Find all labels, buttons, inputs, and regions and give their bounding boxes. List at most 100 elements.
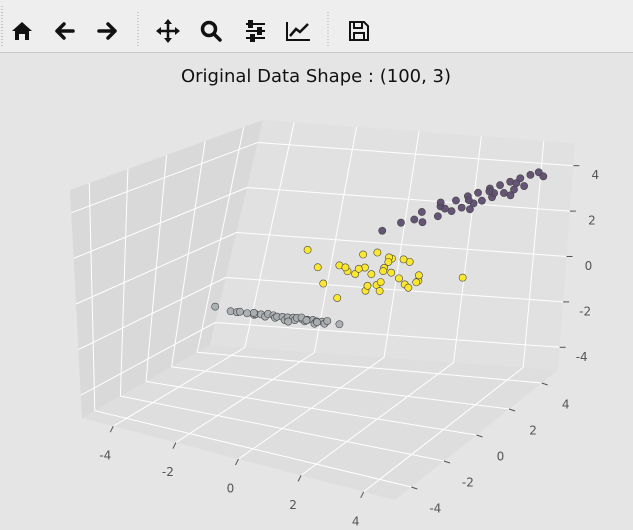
ticks: -4 -2 0 2 4 -4 -2 0 2 4 -4 -2 0 2 4 — [99, 165, 599, 528]
x-tick-label: 0 — [227, 482, 235, 496]
y-tick — [541, 382, 548, 386]
data-point — [464, 196, 473, 205]
data-point — [485, 187, 494, 196]
data-point — [323, 317, 332, 325]
points — [211, 168, 548, 329]
data-point — [379, 267, 388, 275]
configure-button[interactable] — [246, 20, 265, 42]
z-tick-label: 0 — [585, 259, 593, 273]
y-tick-label: 2 — [529, 424, 537, 438]
data-point — [354, 264, 363, 273]
data-point — [512, 179, 521, 188]
z-tick-label: 4 — [591, 168, 599, 182]
x-tick-label: 4 — [352, 514, 360, 528]
data-point — [404, 283, 413, 292]
data-point — [474, 188, 482, 197]
grid-line — [257, 142, 574, 167]
x-tick-label: -2 — [162, 465, 174, 479]
y-tick-label: 0 — [497, 450, 505, 464]
data-point — [397, 218, 405, 227]
grid-line — [225, 277, 564, 303]
grid-line — [75, 232, 237, 305]
grid — [71, 122, 574, 493]
data-point — [457, 203, 466, 212]
data-point — [520, 182, 529, 190]
data-point — [375, 287, 384, 295]
data-point — [243, 309, 252, 318]
grid-line — [247, 187, 570, 212]
data-point — [384, 258, 393, 266]
data-point — [436, 198, 445, 207]
grid-line — [171, 366, 510, 410]
back-pane — [210, 120, 575, 370]
toolbar — [0, 0, 633, 53]
data-point — [341, 263, 350, 272]
data-point — [302, 316, 311, 325]
x-tick-label: -4 — [99, 449, 111, 463]
data-point — [333, 294, 342, 302]
data-point — [412, 278, 421, 287]
y-tick-label: -4 — [429, 502, 441, 516]
data-point — [500, 189, 508, 197]
axes-panes — [70, 120, 575, 500]
data-point — [496, 181, 504, 190]
grid-line — [215, 322, 560, 348]
x-tick — [360, 491, 365, 499]
grid-line — [73, 187, 248, 259]
data-point — [211, 302, 220, 311]
y-tick-label: 4 — [562, 398, 570, 412]
data-point — [313, 263, 322, 272]
home-button[interactable] — [12, 22, 32, 40]
zoom-button[interactable] — [200, 20, 222, 42]
x-tick-label: 2 — [289, 498, 297, 512]
x-tick — [109, 425, 114, 433]
pan-button[interactable] — [156, 19, 180, 43]
grid-line — [197, 351, 542, 384]
data-point — [249, 308, 258, 317]
grid-line — [236, 232, 567, 257]
y-tick-label: -2 — [462, 476, 474, 490]
left-pane — [70, 120, 263, 418]
data-point — [447, 207, 456, 216]
chart-title: Original Data Shape : (100, 3) — [181, 66, 451, 87]
data-point — [458, 273, 467, 282]
data-point — [410, 215, 419, 224]
data-point — [373, 248, 382, 257]
back-button[interactable] — [55, 22, 75, 40]
floor-pane — [82, 345, 558, 500]
data-point — [226, 307, 235, 316]
data-point — [399, 255, 408, 264]
data-point — [466, 205, 474, 214]
data-point — [376, 278, 385, 287]
data-point — [433, 212, 442, 221]
x-tick — [235, 458, 239, 466]
data-point — [415, 271, 423, 280]
data-point — [319, 279, 328, 288]
data-point — [335, 320, 344, 329]
forward-button[interactable] — [97, 22, 117, 40]
data-point — [441, 204, 449, 213]
data-point — [452, 196, 460, 205]
y-tick — [508, 408, 516, 412]
grid-line — [120, 395, 444, 462]
data-point — [539, 172, 548, 181]
grid-line — [78, 277, 227, 351]
z-tick-label: -2 — [579, 304, 591, 318]
y-tick — [443, 460, 451, 464]
grid-line — [94, 410, 412, 488]
z-tick-label: 2 — [588, 214, 596, 228]
data-point — [303, 245, 312, 254]
data-point — [363, 281, 372, 290]
grid-line — [145, 381, 477, 436]
x-tick — [297, 475, 302, 482]
data-point — [367, 270, 376, 279]
toolbar-icons — [1, 6, 369, 48]
data-point — [387, 268, 396, 277]
edit-axes-button[interactable] — [286, 22, 310, 41]
y-tick — [476, 434, 483, 438]
y-tick — [411, 486, 418, 490]
data-point — [526, 171, 535, 179]
data-point — [284, 317, 293, 326]
save-button[interactable] — [349, 21, 369, 41]
